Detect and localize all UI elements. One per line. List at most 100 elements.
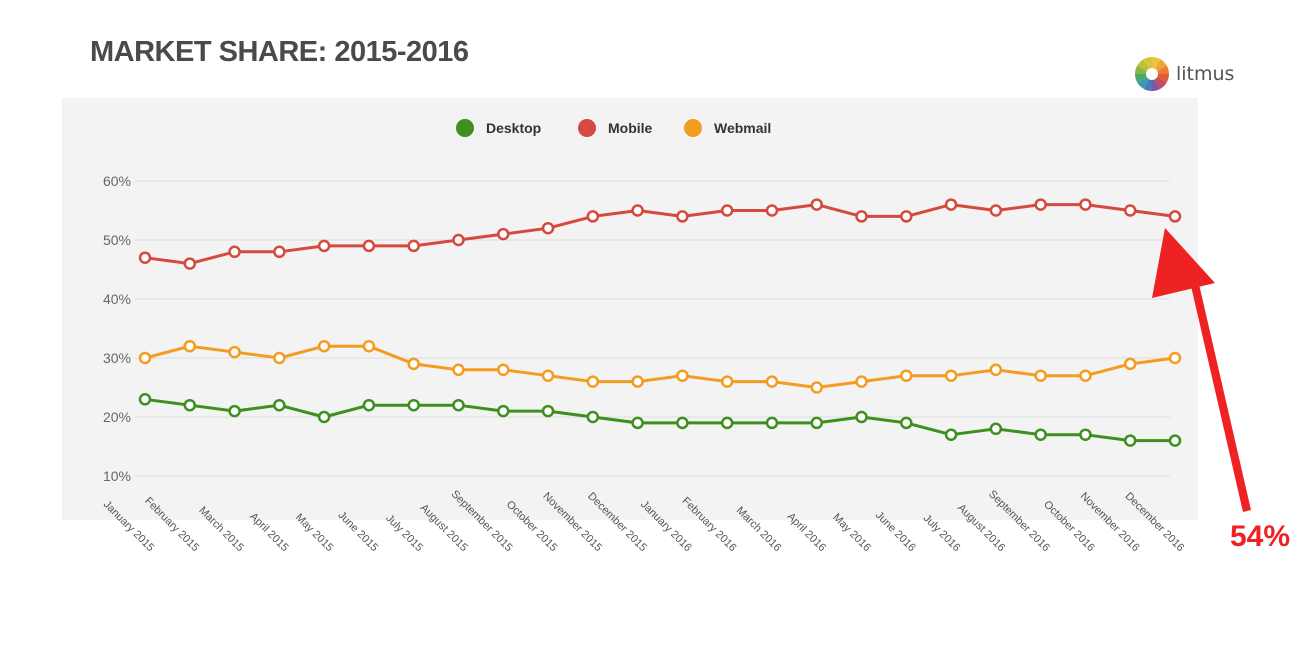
data-point — [765, 416, 779, 430]
data-point — [855, 210, 868, 223]
data-point — [944, 198, 958, 211]
grid-lines — [135, 180, 1170, 477]
data-point — [407, 398, 420, 412]
data-point — [989, 204, 1003, 217]
legend-label: Webmail — [714, 120, 771, 136]
page-title: MARKET SHARE: 2015-2016 — [90, 36, 469, 68]
data-point — [452, 398, 465, 412]
data-point — [273, 245, 286, 259]
plot-background — [62, 98, 1198, 520]
data-point — [631, 416, 644, 430]
y-tick-label: 20% — [103, 409, 131, 425]
y-tick-label: 30% — [103, 350, 131, 366]
series-mobile — [138, 198, 1182, 270]
data-point — [855, 375, 868, 388]
legend-marker — [578, 119, 596, 137]
data-point — [720, 204, 734, 217]
y-tick-label: 10% — [103, 468, 131, 484]
series-line — [144, 397, 1175, 443]
data-point — [720, 416, 734, 430]
y-tick-label: 60% — [103, 173, 131, 189]
data-point — [1034, 428, 1047, 441]
data-point — [810, 416, 823, 430]
data-point — [138, 251, 152, 264]
data-point — [676, 210, 689, 223]
data-point — [720, 375, 734, 388]
data-point — [765, 375, 779, 388]
data-point — [362, 239, 376, 253]
data-point — [1034, 198, 1047, 211]
data-point — [273, 351, 286, 365]
legend-label: Desktop — [486, 120, 541, 136]
data-point — [317, 339, 331, 353]
data-point — [497, 404, 510, 418]
data-point — [228, 245, 241, 259]
data-point — [541, 404, 555, 418]
data-point — [1034, 369, 1047, 382]
data-point — [900, 369, 913, 382]
data-point — [273, 398, 286, 412]
data-point — [989, 363, 1003, 377]
data-point — [900, 210, 913, 223]
data-point — [1168, 434, 1182, 447]
data-point — [497, 227, 510, 241]
data-point — [1168, 351, 1182, 365]
data-point — [765, 204, 779, 217]
data-point — [183, 398, 197, 412]
brand-logo: litmus — [1134, 56, 1234, 92]
data-point — [944, 369, 958, 382]
data-point — [317, 410, 331, 424]
data-point — [138, 351, 152, 365]
data-point — [1079, 198, 1092, 211]
data-point — [631, 204, 644, 217]
data-point — [407, 357, 420, 371]
data-point — [944, 428, 958, 441]
data-point — [1123, 434, 1137, 447]
legend-marker — [456, 119, 474, 137]
y-axis-labels: 60% 50% 40% 30% 20% 10% — [103, 173, 131, 484]
legend: Desktop Mobile Webmail — [456, 119, 771, 137]
data-point — [183, 257, 197, 270]
data-point — [407, 239, 420, 253]
data-point — [586, 210, 600, 223]
data-point — [541, 369, 555, 382]
data-point — [362, 398, 376, 412]
annotation: 54% — [1152, 228, 1290, 553]
red-arrow-head — [1152, 228, 1215, 298]
series-line — [144, 203, 1176, 266]
series-line — [144, 344, 1176, 389]
red-arrow-icon — [1191, 284, 1251, 512]
series-webmail — [138, 339, 1182, 394]
data-point — [1123, 357, 1137, 371]
data-point — [1079, 428, 1092, 441]
data-point — [452, 363, 465, 377]
data-point — [989, 422, 1003, 436]
data-point — [1168, 210, 1182, 223]
legend-marker — [684, 119, 702, 137]
data-point — [138, 393, 152, 406]
data-point — [900, 416, 913, 430]
data-point — [228, 345, 241, 359]
data-point — [1123, 204, 1137, 217]
series-layer — [138, 198, 1182, 447]
y-tick-label: 50% — [103, 232, 131, 248]
data-point — [855, 410, 868, 424]
data-point — [452, 233, 465, 247]
brand-name: litmus — [1176, 63, 1235, 85]
data-point — [810, 381, 823, 394]
data-point — [362, 339, 376, 353]
data-point — [631, 375, 644, 388]
data-point — [1079, 369, 1092, 382]
litmus-color-wheel-icon — [1135, 57, 1169, 91]
data-point — [317, 239, 331, 253]
annotation-label: 54% — [1230, 520, 1290, 553]
y-tick-label: 40% — [103, 291, 131, 307]
series-desktop — [138, 393, 1182, 447]
data-point — [676, 369, 689, 382]
data-point — [183, 339, 197, 353]
data-point — [586, 410, 600, 424]
data-point — [676, 416, 689, 430]
data-point — [497, 363, 510, 377]
legend-label: Mobile — [608, 120, 653, 136]
